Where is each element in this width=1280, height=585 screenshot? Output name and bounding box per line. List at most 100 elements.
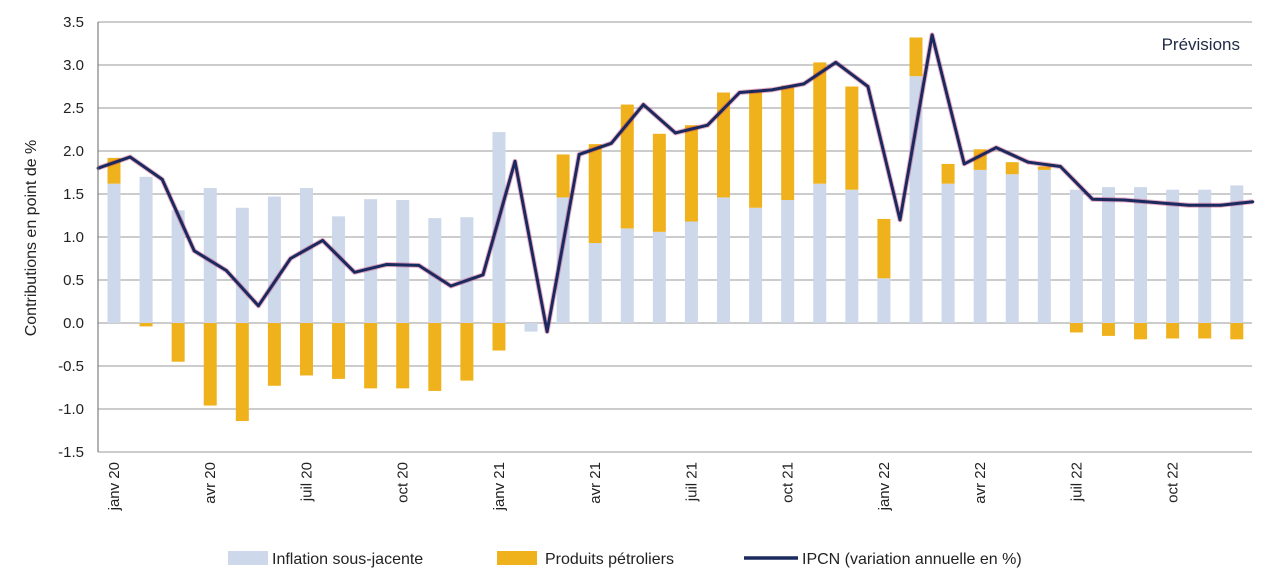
oil-bar (717, 92, 731, 198)
ipcn-point (1123, 198, 1126, 202)
oil-bar (492, 323, 506, 351)
ipcn-point (609, 141, 613, 145)
ipcn-point (994, 146, 998, 149)
oil-bar (428, 323, 442, 391)
oil-bar (1166, 323, 1180, 339)
core-bar (396, 200, 410, 323)
oil-bar (781, 85, 795, 201)
y-tick-label: 2.0 (63, 143, 84, 160)
oil-bar (1005, 162, 1019, 175)
ipcn-point (674, 131, 677, 135)
core-bar (845, 189, 859, 323)
oil-bar (556, 154, 570, 198)
ipcn-point (257, 304, 260, 308)
oil-bar (941, 163, 955, 184)
core-bar (139, 176, 153, 323)
oil-bar (171, 323, 185, 362)
core-bar (588, 243, 602, 323)
oil-bar (299, 323, 313, 376)
core-bar (717, 197, 731, 323)
core-bar (267, 196, 281, 323)
ipcn-point (1026, 160, 1030, 164)
core-bar (749, 207, 763, 323)
core-bar (973, 169, 987, 323)
oil-bar (652, 133, 666, 232)
ipcn-point (160, 177, 164, 181)
ipcn-point (1187, 203, 1191, 207)
x-tick-label: avr 21 (587, 462, 604, 504)
core-bar (941, 183, 955, 323)
core-bar (652, 231, 666, 323)
x-tick-label: avr 22 (972, 462, 989, 504)
oil-bar (396, 323, 410, 389)
oil-bar (267, 323, 281, 386)
oil-bar (364, 323, 378, 389)
ipcn-point (1091, 197, 1094, 201)
legend: Inflation sous-jacente Produits pétrolier… (228, 551, 1022, 568)
y-tick-label: 0.0 (63, 315, 84, 332)
core-bar (877, 278, 891, 323)
core-bar (1198, 189, 1212, 323)
ipcn-point (962, 162, 966, 166)
bars (107, 37, 1244, 422)
oil-bar (877, 218, 891, 279)
ipcn-point (321, 239, 324, 242)
ipcn-point (834, 61, 838, 64)
core-bar (428, 218, 442, 323)
y-tick-label: 0.5 (63, 272, 84, 289)
oil-bar (1037, 166, 1051, 170)
core-bar (203, 187, 217, 323)
ipcn-point (449, 284, 453, 288)
y-tick-label: -1.5 (58, 444, 84, 461)
oil-bar (588, 144, 602, 244)
oil-bar (813, 62, 827, 184)
oil-bar (1230, 323, 1244, 340)
ipcn-point (545, 330, 549, 333)
core-bar (524, 323, 538, 332)
x-tick-label: oct 21 (780, 462, 797, 503)
core-bar (1005, 174, 1019, 323)
x-tick-label: juil 21 (683, 462, 700, 502)
ipcn-point (1059, 165, 1062, 168)
legend-label: Produits pétroliers (545, 551, 674, 568)
oil-bar (684, 125, 698, 222)
x-tick-label: janv 22 (876, 462, 893, 511)
x-tick-label: avr 20 (202, 462, 219, 504)
x-tick-label: janv 21 (491, 462, 508, 511)
ipcn-point (738, 91, 741, 94)
ipcn-point (1219, 203, 1223, 207)
y-tick-label: -1.0 (58, 401, 84, 418)
y-axis-label: Contributions en point de % (23, 140, 40, 337)
legend-label: IPCN (variation annuelle en %) (802, 551, 1022, 568)
ipcn-point (706, 123, 709, 127)
axes: 3.5 3.0 2.5 2.0 1.5 1.0 0.5 0.0 -0.5 -1.0 -1.5 janv… (58, 14, 1181, 511)
y-tick-label: -0.5 (58, 358, 84, 375)
core-bar (781, 200, 795, 323)
y-tick-label: 3.0 (63, 57, 84, 74)
oil-bar (332, 323, 346, 379)
ipcn-point (866, 85, 870, 88)
ipcn-point (1251, 200, 1255, 204)
core-bar (1166, 189, 1180, 323)
core-bar (1037, 169, 1051, 323)
oil-bar (845, 86, 859, 190)
ipcn-point (128, 155, 132, 159)
x-tick-label: oct 22 (1165, 462, 1182, 503)
x-tick-label: janv 20 (106, 462, 123, 511)
core-bar (235, 207, 249, 323)
y-tick-label: 3.5 (63, 14, 84, 31)
oil-bar (139, 323, 153, 327)
x-tick-label: juil 22 (1068, 462, 1085, 502)
oil-bar (1101, 323, 1115, 336)
core-bar (813, 183, 827, 323)
core-bar (1069, 189, 1083, 323)
core-bar (1101, 187, 1115, 323)
x-tick-label: oct 20 (395, 462, 412, 503)
core-bar (107, 183, 121, 323)
ipcn-point (513, 159, 517, 163)
oil-bar (1134, 323, 1148, 340)
ipcn-point (192, 249, 196, 253)
gridlines (98, 21, 1252, 453)
legend-swatch (497, 551, 537, 565)
